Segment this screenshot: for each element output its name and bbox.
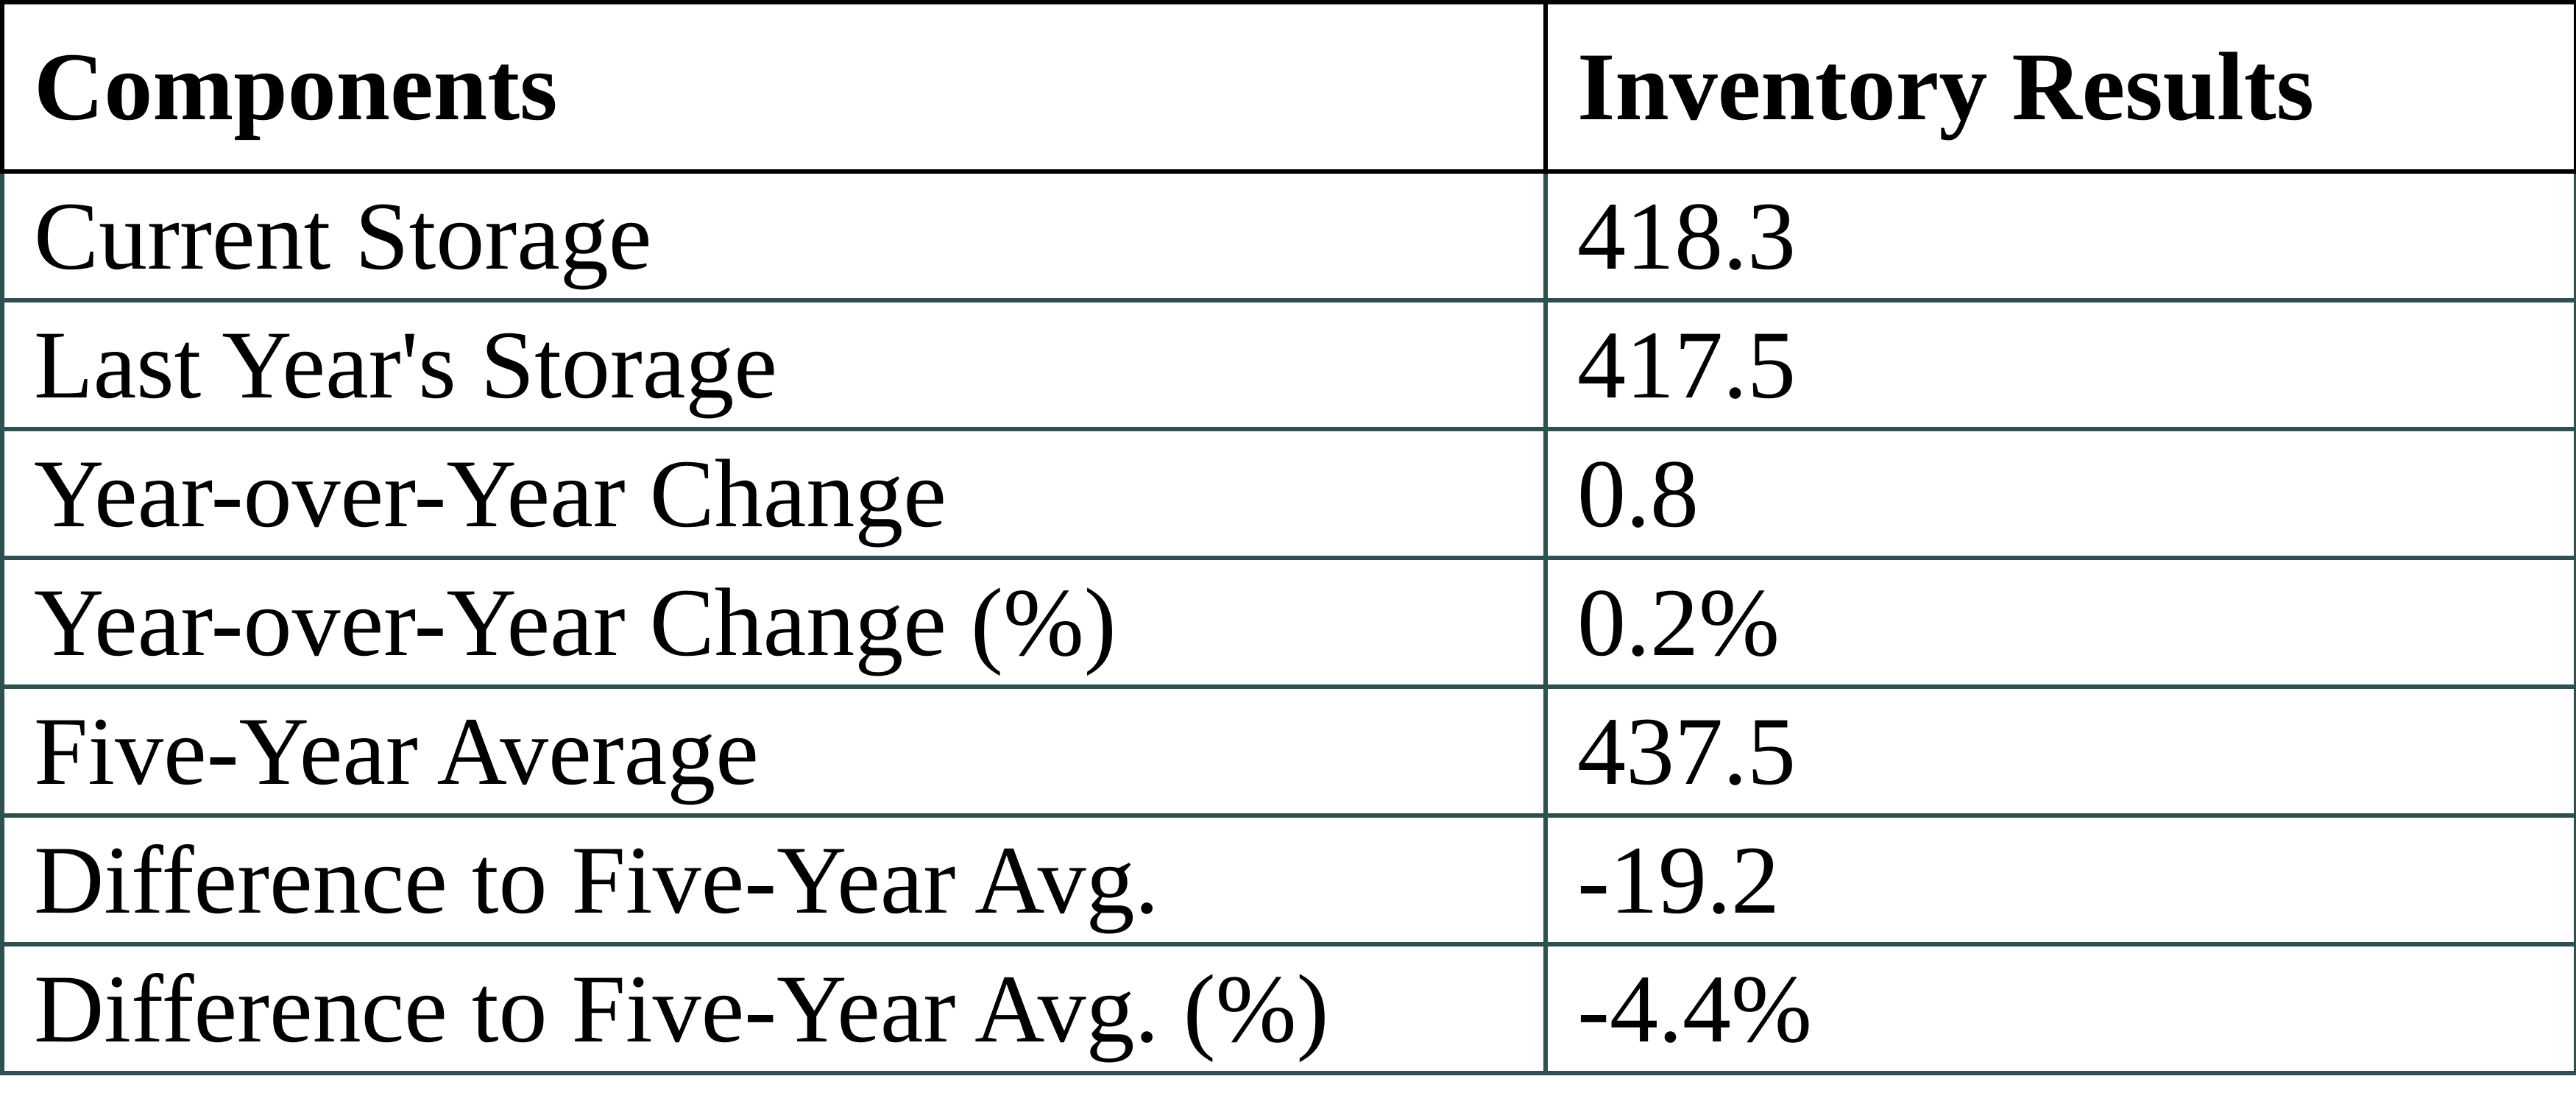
component-cell: Five-Year Average: [0, 684, 1548, 818]
table-body: Current Storage 418.3 Last Year's Storag…: [0, 169, 2576, 1075]
value-cell: -19.2: [1543, 813, 2576, 946]
table-row: Year-over-Year Change (%) 0.2%: [0, 556, 2576, 689]
value-cell: 0.2%: [1543, 556, 2576, 689]
inventory-table: Components Inventory Results Current Sto…: [0, 0, 2576, 1075]
table-row: Five-Year Average 437.5: [0, 684, 2576, 818]
component-cell: Year-over-Year Change: [0, 427, 1548, 560]
value-cell: 437.5: [1543, 684, 2576, 818]
component-cell: Last Year's Storage: [0, 298, 1548, 431]
value-cell: 418.3: [1543, 169, 2576, 302]
table-row: Last Year's Storage 417.5: [0, 298, 2576, 431]
value-cell: -4.4%: [1543, 942, 2576, 1075]
component-cell: Difference to Five-Year Avg. (%): [0, 942, 1548, 1075]
value-cell: 0.8: [1543, 427, 2576, 560]
column-header-inventory-results: Inventory Results: [1543, 0, 2576, 174]
table-row: Year-over-Year Change 0.8: [0, 427, 2576, 560]
table-header-row: Components Inventory Results: [0, 0, 2576, 174]
table-row: Current Storage 418.3: [0, 169, 2576, 302]
table-row: Difference to Five-Year Avg. (%) -4.4%: [0, 942, 2576, 1075]
value-cell: 417.5: [1543, 298, 2576, 431]
component-cell: Difference to Five-Year Avg.: [0, 813, 1548, 946]
component-cell: Year-over-Year Change (%): [0, 556, 1548, 689]
component-cell: Current Storage: [0, 169, 1548, 302]
column-header-components: Components: [0, 0, 1548, 174]
table-row: Difference to Five-Year Avg. -19.2: [0, 813, 2576, 946]
